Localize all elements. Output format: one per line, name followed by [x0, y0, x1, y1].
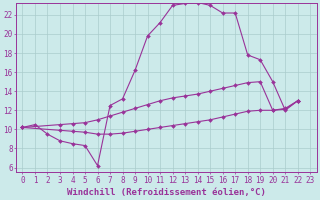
X-axis label: Windchill (Refroidissement éolien,°C): Windchill (Refroidissement éolien,°C) [67, 188, 266, 197]
